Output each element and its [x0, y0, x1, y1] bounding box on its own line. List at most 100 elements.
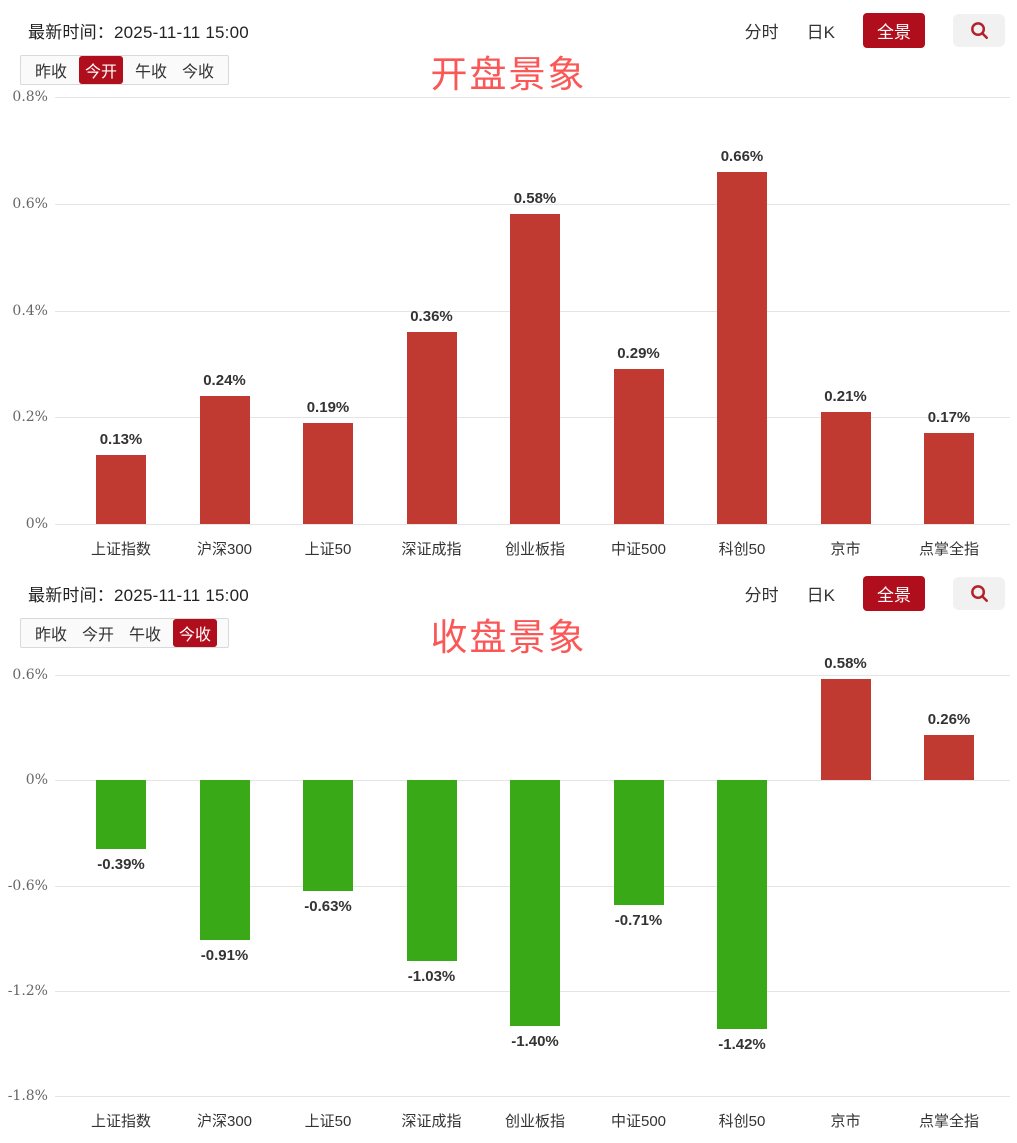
- category-labels: 上证指数 沪深300 上证50 深证成指 创业板指 中证500 科创50 京市 点掌全指: [55, 538, 1010, 560]
- bar-plot: -0.39% -0.91% -0.63% -1.03% -1.40% -0.71% -1.4…: [55, 655, 1010, 1097]
- category-label: 上证指数: [90, 541, 151, 558]
- category-label: 点掌全指: [918, 1113, 979, 1130]
- bar-value-label: 0.24%: [203, 371, 246, 389]
- bar-value-label: 0.26%: [927, 710, 971, 728]
- bar-点掌全指[interactable]: [924, 734, 974, 781]
- bar-plot: 0.13% 0.24% 0.19% 0.36% 0.58% 0.29% 0.66% 0.21%…: [55, 97, 1010, 525]
- period-tabs: 昨收 今开 午收 今收: [20, 618, 230, 648]
- bar-上证50[interactable]: [303, 780, 353, 891]
- gridline: [55, 203, 1010, 205]
- panorama-button[interactable]: 全景: [863, 575, 925, 611]
- daily-k-view-link[interactable]: 日K: [806, 585, 835, 605]
- category-label: 京市: [830, 1113, 861, 1130]
- category-label: 点掌全指: [918, 541, 979, 558]
- bar-创业板指[interactable]: [510, 780, 560, 1026]
- panel-header: 最新时间：2025-11-11 15:00 分时 日K 全景: [28, 575, 1005, 611]
- bar-京市[interactable]: [820, 411, 871, 524]
- bar-value-label: 0.19%: [306, 398, 350, 416]
- search-icon: [970, 584, 988, 602]
- latest-time: 最新时间：2025-11-11 15:00: [28, 581, 249, 606]
- bar-点掌全指[interactable]: [924, 433, 974, 524]
- category-labels: 上证指数 沪深300 上证50 深证成指 创业板指 中证500 科创50 京市 点掌全指: [55, 1110, 1010, 1132]
- bar-创业板指[interactable]: [510, 214, 560, 524]
- latest-time-label: 最新时间：: [28, 585, 114, 605]
- category-label: 科创50: [718, 541, 766, 558]
- bar-沪深300[interactable]: [199, 780, 250, 940]
- gridline: [55, 524, 1010, 525]
- bar-value-label: -0.71%: [614, 911, 663, 929]
- bar-value-label: -0.39%: [97, 855, 145, 873]
- category-label: 创业板指: [504, 541, 565, 558]
- panorama-button[interactable]: 全景: [863, 12, 925, 48]
- bar-上证指数[interactable]: [96, 454, 146, 524]
- bar-京市[interactable]: [820, 678, 871, 781]
- tab-today-open[interactable]: 今开: [82, 627, 115, 644]
- bar-科创50[interactable]: [717, 171, 767, 524]
- bar-value-label: -1.40%: [511, 1032, 559, 1050]
- category-label: 沪深300: [196, 1113, 253, 1130]
- minute-view-link[interactable]: 分时: [744, 585, 779, 605]
- bar-上证50[interactable]: [303, 422, 353, 524]
- latest-time-value: 2025-11-11 15:00: [114, 585, 249, 605]
- bar-value-label: -0.91%: [200, 946, 249, 964]
- daily-k-view-link[interactable]: 日K: [806, 22, 835, 42]
- y-tick-label: -1.8%: [7, 1088, 48, 1104]
- bar-沪深300[interactable]: [199, 395, 250, 524]
- minute-view-link[interactable]: 分时: [744, 22, 779, 42]
- bar-value-label: 0.58%: [824, 654, 867, 672]
- category-label: 深证成指: [401, 541, 462, 558]
- gridline: [55, 97, 1010, 98]
- latest-time-label: 最新时间：: [28, 22, 114, 42]
- y-tick-label: 0.4%: [12, 302, 48, 319]
- bar-value-label: 0.58%: [513, 190, 557, 208]
- bar-value-label: 0.21%: [824, 387, 867, 405]
- search-button[interactable]: [953, 576, 1005, 610]
- bar-value-label: 0.13%: [99, 430, 143, 448]
- tab-today-open[interactable]: 今开: [79, 56, 124, 84]
- opening-panel: 最新时间：2025-11-11 15:00 分时 日K 全景 昨收 今开 午收 …: [0, 0, 1017, 563]
- y-tick-label: -1.2%: [7, 982, 48, 999]
- bar-value-label: -1.42%: [718, 1036, 766, 1054]
- view-controls: 分时 日K 全景: [744, 12, 1005, 48]
- category-label: 创业板指: [504, 1113, 565, 1130]
- y-tick-label: -0.6%: [7, 877, 48, 894]
- bar-value-label: -1.03%: [407, 967, 456, 985]
- tab-midday-close[interactable]: 午收: [135, 64, 168, 81]
- period-tabs: 昨收 今开 午收 今收: [20, 55, 230, 85]
- latest-time-value: 2025-11-11 15:00: [114, 22, 249, 42]
- bar-深证成指[interactable]: [406, 780, 457, 961]
- category-label: 科创50: [718, 1113, 766, 1130]
- search-button[interactable]: [953, 13, 1005, 47]
- y-tick-label: 0.6%: [12, 667, 48, 683]
- y-tick-label: 0.6%: [12, 195, 48, 212]
- bar-value-label: 0.29%: [617, 345, 660, 363]
- y-tick-label: 0.2%: [12, 409, 48, 426]
- closing-panel: 最新时间：2025-11-11 15:00 分时 日K 全景 昨收 今开 午收 …: [0, 563, 1017, 1143]
- tab-midday-close[interactable]: 午收: [129, 627, 162, 644]
- category-label: 上证50: [304, 541, 352, 558]
- latest-time: 最新时间：2025-11-11 15:00: [28, 18, 249, 43]
- bar-value-label: 0.36%: [410, 307, 453, 325]
- bar-中证500[interactable]: [613, 369, 664, 524]
- y-tick-label: 0%: [25, 516, 48, 532]
- y-tick-label: 0.8%: [12, 89, 48, 105]
- category-label: 上证指数: [90, 1113, 151, 1130]
- tab-yesterday-close[interactable]: 昨收: [35, 64, 68, 81]
- bar-value-label: -0.63%: [304, 897, 352, 915]
- tab-yesterday-close[interactable]: 昨收: [35, 627, 68, 644]
- gridline: [55, 1096, 1010, 1097]
- tab-today-close[interactable]: 今收: [173, 619, 218, 647]
- chart-title-annotation: 开盘景象: [430, 54, 587, 95]
- bar-中证500[interactable]: [613, 780, 664, 905]
- bar-上证指数[interactable]: [96, 780, 146, 849]
- category-label: 中证500: [610, 1113, 667, 1130]
- bar-深证成指[interactable]: [406, 331, 457, 524]
- bar-value-label: 0.17%: [927, 409, 971, 427]
- tab-today-close[interactable]: 今收: [182, 64, 215, 81]
- y-tick-label: 0%: [25, 772, 48, 789]
- bar-科创50[interactable]: [717, 780, 767, 1030]
- gridline: [55, 675, 1010, 676]
- category-label: 中证500: [610, 541, 667, 558]
- category-label: 上证50: [304, 1113, 352, 1130]
